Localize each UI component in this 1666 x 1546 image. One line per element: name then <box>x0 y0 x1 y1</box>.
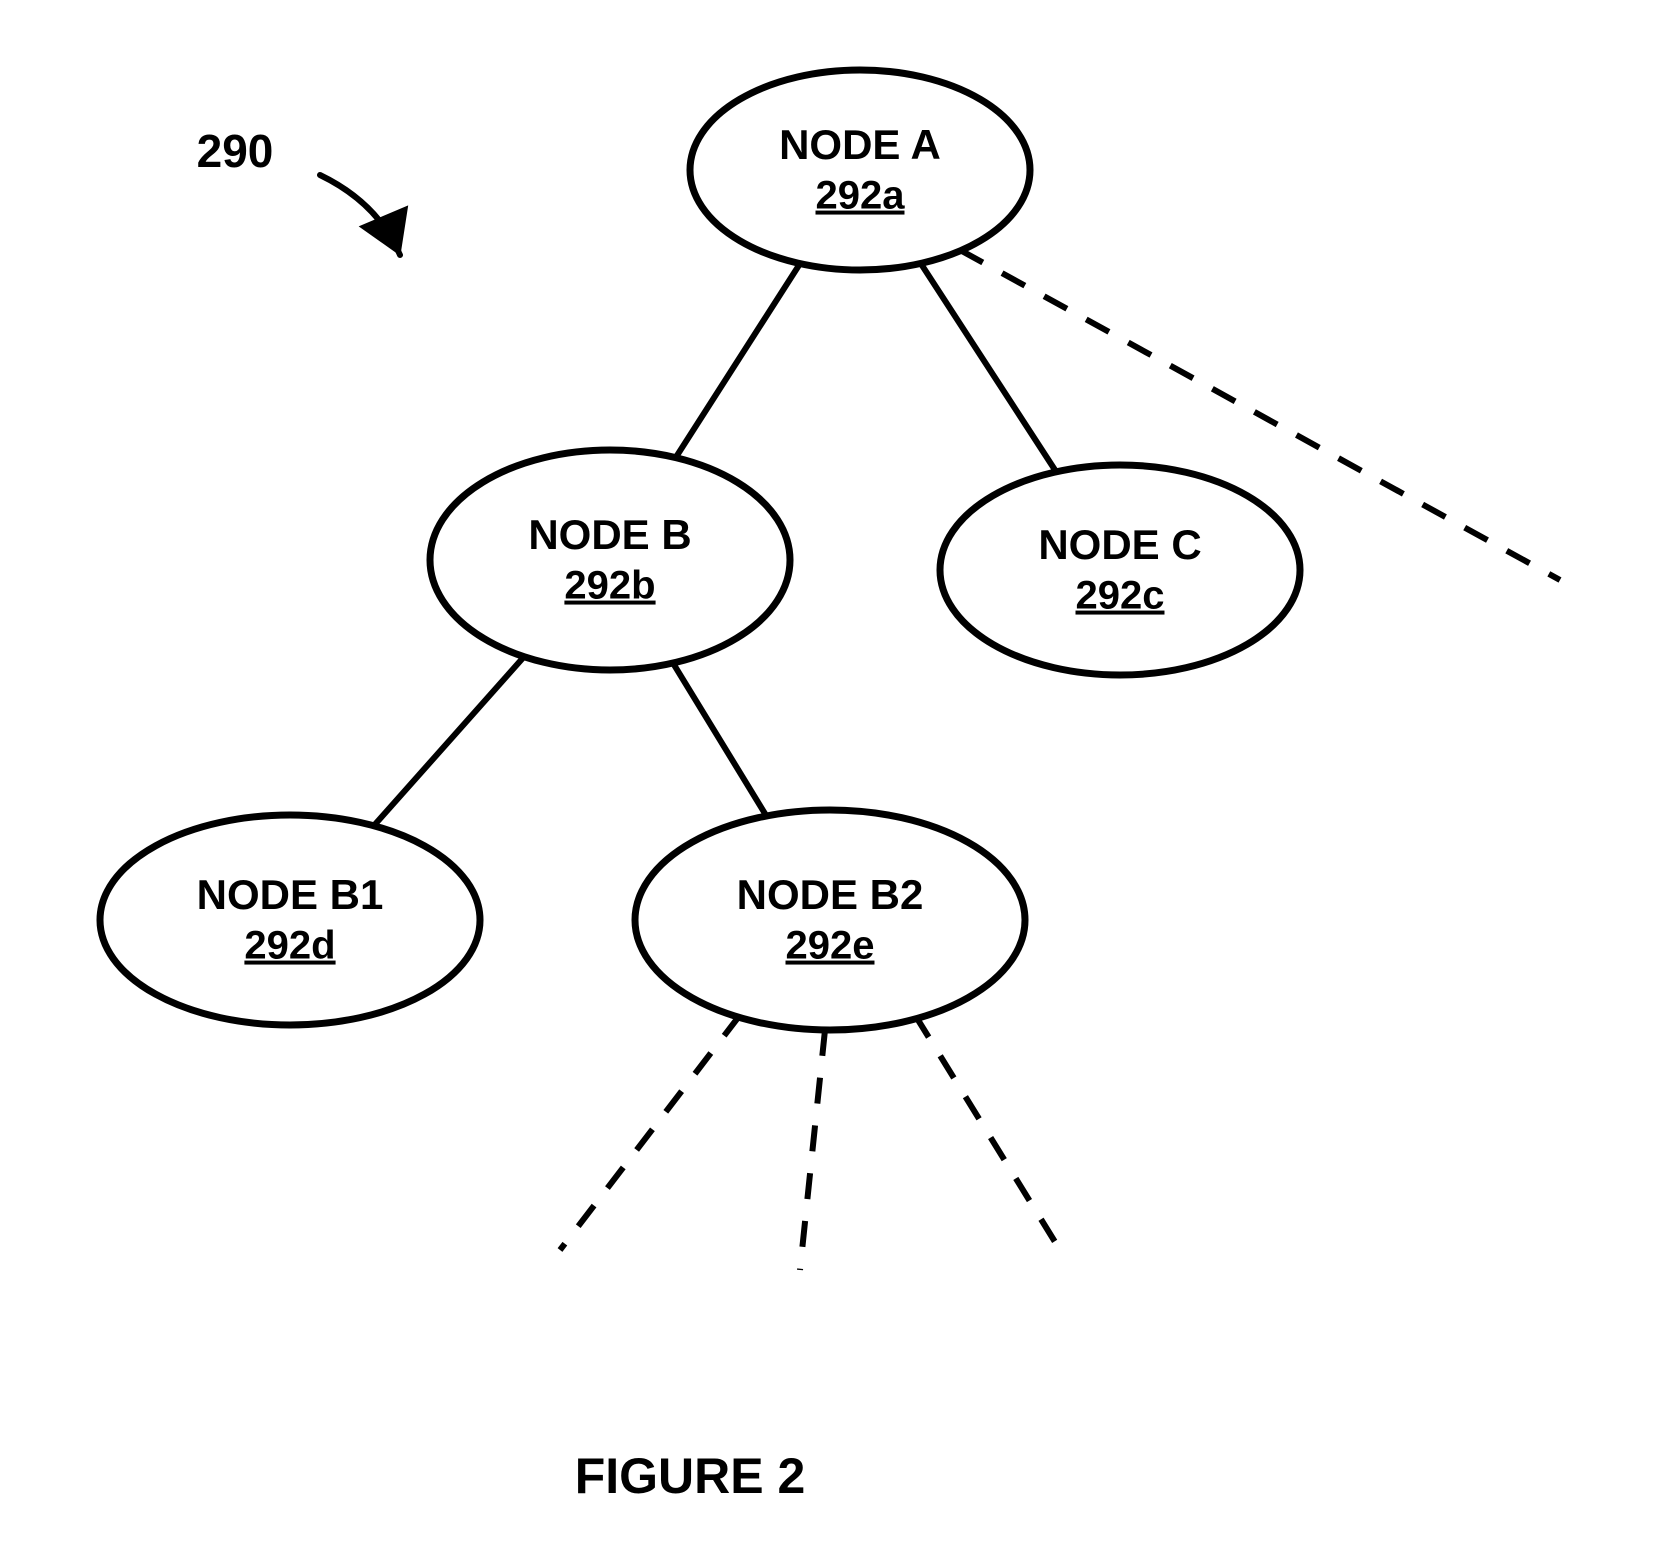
dashed-extension-3 <box>915 1015 1060 1250</box>
node-b2-ref: 292e <box>786 924 875 968</box>
node-a-title: NODE A <box>779 121 941 168</box>
node-b: NODE B 292b <box>430 450 790 670</box>
dashed-extension-2 <box>800 1030 825 1270</box>
edges-group <box>374 250 1560 1270</box>
edge-b-b2 <box>673 663 766 816</box>
node-a-ellipse <box>690 70 1030 270</box>
edge-a-b <box>676 264 800 458</box>
node-b2-ellipse <box>635 810 1025 1030</box>
node-b1-title: NODE B1 <box>197 871 384 918</box>
node-b-ellipse <box>430 450 790 670</box>
node-b2: NODE B2 292e <box>635 810 1025 1030</box>
node-c-ref: 292c <box>1076 574 1165 618</box>
node-b1-ref: 292d <box>244 924 335 968</box>
node-c-ellipse <box>940 465 1300 675</box>
pointer-arrowhead-icon <box>360 206 408 255</box>
node-a-ref: 292a <box>816 174 906 218</box>
node-b-title: NODE B <box>528 511 691 558</box>
figure-reference-label: 290 <box>197 125 274 177</box>
node-b1: NODE B1 292d <box>100 815 480 1025</box>
nodes-group: NODE A 292a NODE B 292b NODE C 292c NODE B1 292… <box>100 70 1300 1030</box>
node-b1-ellipse <box>100 815 480 1025</box>
node-b2-title: NODE B2 <box>737 871 924 918</box>
node-a: NODE A 292a <box>690 70 1030 270</box>
edge-a-c <box>921 263 1056 471</box>
dashed-extension-1 <box>560 1015 740 1250</box>
figure-caption: FIGURE 2 <box>575 1448 806 1504</box>
tree-diagram: NODE A 292a NODE B 292b NODE C 292c NODE B1 292… <box>0 0 1666 1546</box>
node-c-title: NODE C <box>1038 521 1201 568</box>
edge-b-b1 <box>374 657 524 826</box>
node-b-ref: 292b <box>564 564 655 608</box>
node-c: NODE C 292c <box>940 465 1300 675</box>
